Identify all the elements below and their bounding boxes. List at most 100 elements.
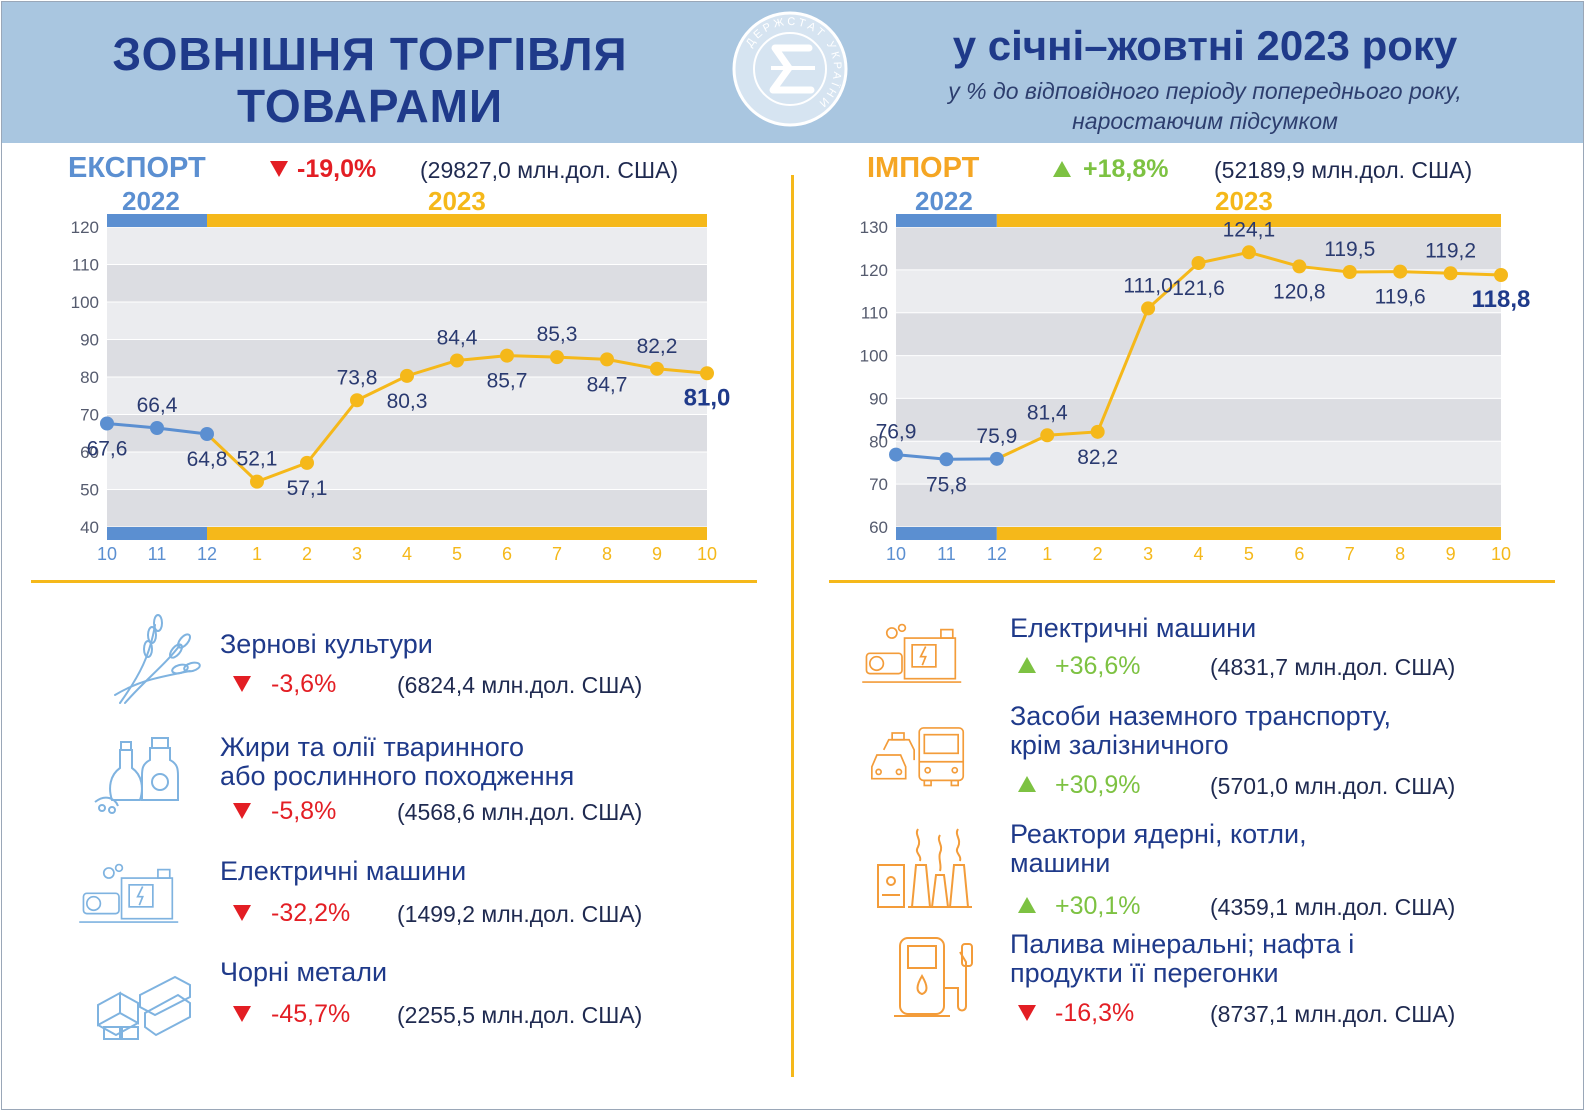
export-band xyxy=(107,452,707,490)
export-data-point xyxy=(500,348,514,363)
export-item-4-change: -45,7% xyxy=(271,1000,351,1028)
export-item-2-name: Жири та олії тваринного або рослинного п… xyxy=(220,733,574,791)
import-x-tick-label: 1 xyxy=(1042,544,1052,564)
import-x-tick-label: 8 xyxy=(1395,544,1405,564)
export-year-bar-prev-top xyxy=(107,214,207,227)
import-item-4-name-line-2: продукти її перегонки xyxy=(1010,958,1279,988)
import-data-label: 111,0 xyxy=(1123,274,1172,297)
import-x-tick-label: 12 xyxy=(987,544,1007,564)
import-item-4-absolute: (8737,1 млн.дол. США) xyxy=(1210,1001,1456,1027)
import-item-1-absolute: (4831,7 млн.дол. США) xyxy=(1210,654,1456,680)
export-year-bar-curr-top xyxy=(207,214,707,227)
center-divider xyxy=(791,175,794,1077)
export-data-point xyxy=(550,350,564,365)
import-absolute: (52189,9 млн.дол. США) xyxy=(1214,157,1473,183)
export-data-label: 52,1 xyxy=(237,448,278,471)
down-arrow-icon xyxy=(233,905,251,921)
export-data-label: 84,7 xyxy=(587,373,628,396)
import-data-point xyxy=(1040,428,1055,443)
export-data-point xyxy=(250,474,264,489)
down-arrow-icon xyxy=(233,1006,251,1022)
export-y-tick-label: 50 xyxy=(80,481,99,500)
export-data-label: 57,1 xyxy=(287,477,328,500)
import-data-label: 118,8 xyxy=(1472,286,1531,313)
import-item-2-name-line-1: Засоби наземного транспорту, xyxy=(1010,701,1392,731)
import-item-2-absolute: (5701,0 млн.дол. США) xyxy=(1210,773,1456,799)
export-data-point xyxy=(650,361,664,376)
import-data-point xyxy=(1292,259,1307,274)
import-item-3-name-line-1: Реактори ядерні, котли, xyxy=(1010,819,1307,849)
export-item-4-absolute: (2255,5 млн.дол. США) xyxy=(397,1002,643,1028)
up-arrow-icon xyxy=(1018,897,1036,913)
export-item-2-absolute: (4568,6 млн.дол. США) xyxy=(397,799,643,825)
import-data-point xyxy=(1141,301,1156,316)
metal-beams-icon xyxy=(97,975,191,1040)
export-data-point xyxy=(200,427,214,441)
import-y-tick-label: 80 xyxy=(869,432,888,451)
export-y-tick-label: 110 xyxy=(72,256,99,275)
bus-cars-icon xyxy=(871,727,965,787)
export-band xyxy=(107,377,707,415)
power-plant-icon xyxy=(877,828,972,908)
export-y-tick-label: 100 xyxy=(71,293,99,312)
import-year-curr: 2023 xyxy=(1215,186,1273,216)
import-x-tick-label: 6 xyxy=(1294,544,1304,564)
import-item-3-name: Реактори ядерні, котли, машини xyxy=(1010,820,1307,878)
export-item-1-absolute: (6824,4 млн.дол. США) xyxy=(397,672,643,698)
import-band xyxy=(896,312,1501,356)
export-y-tick-label: 70 xyxy=(80,406,99,425)
export-data-label: 66,4 xyxy=(137,394,178,417)
import-data-point xyxy=(1090,424,1105,439)
export-data-label: 80,3 xyxy=(387,390,428,413)
import-item-3-absolute: (4359,1 млн.дол. США) xyxy=(1210,894,1456,920)
subtitle-line-2: наростаючим підсумком xyxy=(1072,108,1338,134)
export-data-label: 85,3 xyxy=(537,323,578,346)
import-data-point xyxy=(989,451,1004,466)
generator-icon xyxy=(79,863,179,923)
import-data-label: 120,8 xyxy=(1273,280,1326,303)
import-x-tick-label: 10 xyxy=(886,544,906,564)
export-x-tick-label: 10 xyxy=(97,544,117,564)
export-item-2-name-line-1: Жири та олії тваринного xyxy=(220,732,525,762)
export-absolute: (29827,0 млн.дол. США) xyxy=(420,157,679,183)
export-y-tick-label: 80 xyxy=(80,368,99,387)
import-year-bar-curr-top xyxy=(996,214,1501,227)
export-item-1-change: -3,6% xyxy=(271,670,337,698)
import-data-label: 82,2 xyxy=(1077,446,1118,469)
import-data-point xyxy=(1443,266,1458,281)
export-data-label: 64,8 xyxy=(187,448,228,471)
subtitle: у % до відповідного періоду попереднього… xyxy=(880,76,1530,136)
import-band xyxy=(896,484,1501,527)
import-data-label: 119,6 xyxy=(1375,286,1426,309)
fuel-pump-icon xyxy=(894,937,973,1017)
import-x-tick-label: 2 xyxy=(1093,544,1103,564)
import-data-label: 119,5 xyxy=(1324,238,1375,261)
import-data-point xyxy=(1393,264,1408,279)
export-band xyxy=(107,264,707,302)
export-year-bar-curr-bottom xyxy=(207,527,707,540)
import-item-3-name-line-2: машини xyxy=(1010,848,1111,878)
up-arrow-icon xyxy=(1018,776,1036,792)
import-item-4-name-line-1: Палива мінеральні; нафта і xyxy=(1010,929,1355,959)
import-data-point xyxy=(1241,245,1256,260)
export-label: ЕКСПОРТ xyxy=(68,152,206,184)
import-x-tick-label: 4 xyxy=(1193,544,1203,564)
import-x-tick-label: 9 xyxy=(1446,544,1456,564)
export-x-tick-label: 1 xyxy=(252,544,262,564)
export-y-tick-label: 60 xyxy=(80,443,99,462)
import-x-tick-label: 11 xyxy=(937,544,956,564)
import-item-2-name: Засоби наземного транспорту, крім залізн… xyxy=(1010,702,1391,760)
export-data-label: 85,7 xyxy=(487,370,528,393)
export-data-point xyxy=(600,352,614,367)
export-item-3-name: Електричні машини xyxy=(220,856,467,886)
export-item-2-change: -5,8% xyxy=(271,797,337,825)
title-line-2: ТОВАРАМИ xyxy=(236,80,504,132)
export-band xyxy=(107,489,707,527)
generator-icon xyxy=(862,623,962,683)
import-data-label: 75,8 xyxy=(926,473,967,496)
export-y-tick-label: 120 xyxy=(71,218,99,237)
export-y-tick-label: 90 xyxy=(80,331,99,350)
export-x-tick-label: 6 xyxy=(502,544,512,564)
